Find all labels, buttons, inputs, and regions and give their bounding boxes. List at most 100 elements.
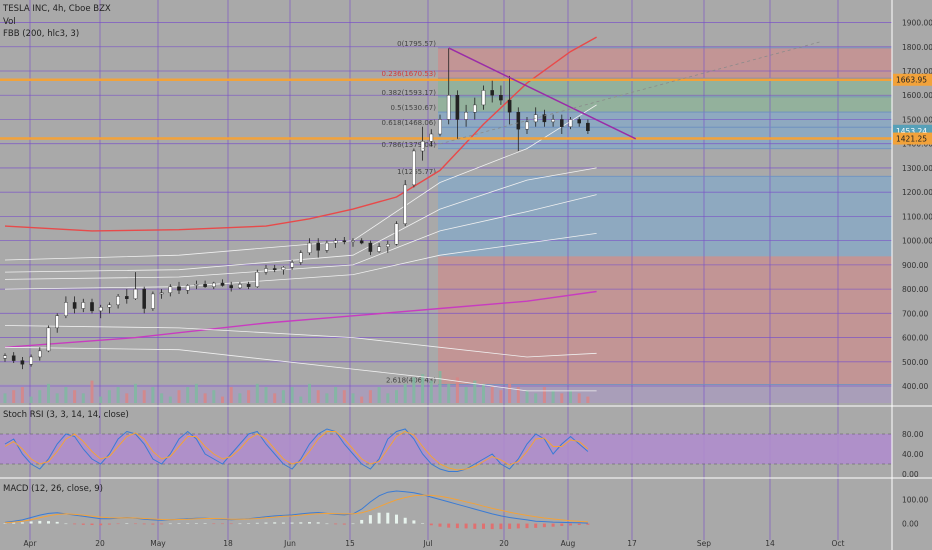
candle-body-22: [194, 284, 199, 286]
macd-hist-54: [473, 523, 477, 529]
price-label-1: 1453.24: [896, 127, 927, 136]
header-symbol: TESLA INC, 4h, Cboe BZX: [2, 4, 111, 14]
y-tick-1300: 1300.00: [902, 164, 932, 173]
candle-body-0: [3, 355, 7, 359]
y-tick-1000: 1000.00: [902, 237, 932, 246]
volume-bar-58: [508, 383, 512, 403]
macd-hist-44: [386, 512, 390, 524]
macd-hist-38: [334, 523, 338, 525]
candle-body-45: [394, 223, 399, 245]
macd-hist-16: [142, 523, 146, 525]
volume-bar-8: [73, 390, 77, 403]
y-tick-1800: 1800.00: [902, 43, 932, 52]
fib-label-4: 0.618(1468.06): [382, 119, 437, 127]
volume-bar-28: [247, 390, 251, 403]
trendline-dashed: [422, 41, 821, 149]
macd-hist-58: [508, 523, 512, 529]
candle-body-59: [516, 112, 521, 130]
volume-bar-1: [12, 390, 16, 403]
macd-hist-56: [490, 523, 494, 530]
volume-bar-45: [395, 390, 398, 403]
candle-body-62: [542, 114, 547, 123]
macd-hist-49: [429, 523, 433, 526]
candle-body-36: [316, 242, 321, 251]
volume-bar-24: [212, 390, 216, 403]
candle-body-14: [124, 296, 129, 299]
volume-bar-32: [281, 390, 285, 403]
macd-hist-1: [12, 522, 16, 524]
macd-hist-28: [247, 523, 251, 524]
indicator-5: [4, 233, 597, 290]
macd-hist-26: [229, 523, 233, 525]
volume-bar-27: [238, 393, 242, 403]
volume-bar-60: [525, 390, 529, 403]
fib-label-7: 2.618(406.43): [386, 376, 436, 384]
volume-bar-33: [290, 387, 294, 403]
x-tick-3: 18: [223, 539, 233, 548]
macd-hist-25: [221, 523, 224, 525]
macd-hist-55: [482, 523, 485, 529]
candle-body-55: [481, 90, 486, 106]
volume-bar-56: [490, 387, 494, 403]
volume-bar-16: [142, 390, 146, 403]
macd-hist-27: [238, 523, 242, 525]
candle-body-18: [159, 292, 164, 295]
y-tick-1500: 1500.00: [902, 115, 932, 124]
volume-bar-38: [334, 387, 338, 403]
macd-hist-22: [194, 523, 198, 524]
candle-body-65: [568, 119, 573, 127]
volume-bar-66: [577, 393, 581, 403]
macd-hist-20: [177, 523, 181, 524]
volume-bar-53: [464, 387, 468, 403]
rsi-line-0: [4, 428, 589, 472]
macd-hist-37: [325, 523, 329, 525]
candle-body-26: [229, 285, 234, 289]
macd-tick-1: 0.00: [902, 520, 919, 529]
price-label-0: 1663.95: [896, 76, 927, 85]
indicator-2: [4, 104, 597, 261]
fib-label-0: 0(1795.57): [397, 40, 436, 48]
candle-body-6: [55, 315, 59, 329]
macd-hist-48: [421, 523, 425, 524]
volume-bar-14: [125, 393, 129, 403]
candle-body-46: [403, 184, 408, 224]
macd-hist-67: [586, 523, 590, 525]
macd-hist-66: [577, 523, 581, 526]
macd-hist-43: [377, 512, 381, 524]
volume-bar-35: [308, 383, 311, 403]
volume-bar-19: [168, 396, 172, 403]
candle-body-42: [368, 242, 373, 252]
candle-body-48: [420, 141, 425, 152]
candle-body-44: [386, 244, 390, 247]
macd-hist-3: [29, 521, 33, 524]
volume-bar-6: [55, 393, 59, 403]
candle-body-29: [255, 271, 260, 287]
y-tick-800: 800.00: [902, 285, 928, 294]
fib-label-2: 0.382(1593.17): [382, 89, 437, 97]
volume-bar-23: [203, 393, 207, 403]
candle-body-27: [238, 284, 242, 289]
volume-bar-21: [186, 387, 190, 403]
volume-bar-22: [194, 383, 198, 403]
macd-hist-31: [273, 522, 277, 524]
volume-bar-11: [99, 396, 103, 403]
macd-hist-41: [360, 519, 364, 524]
x-tick-9: 17: [627, 539, 637, 548]
volume-bar-3: [29, 396, 33, 403]
fib-zone-0: [438, 47, 892, 79]
macd-hist-33: [290, 522, 294, 524]
macd-hist-13: [116, 523, 120, 525]
volume-bar-62: [542, 387, 546, 403]
macd-hist-11: [99, 523, 103, 526]
rsi-title: Stoch RSI (3, 3, 14, 14, close): [3, 410, 129, 420]
volume-bar-39: [342, 390, 346, 403]
candle-body-34: [299, 252, 303, 263]
volume-bar-43: [377, 387, 381, 403]
macd-hist-63: [551, 523, 555, 527]
candle-body-2: [20, 360, 25, 365]
volume-bar-42: [368, 390, 372, 403]
fib-label-6: 1(1265.77): [397, 168, 436, 176]
volume-bars: [3, 371, 590, 403]
macd-hist-18: [160, 523, 164, 525]
